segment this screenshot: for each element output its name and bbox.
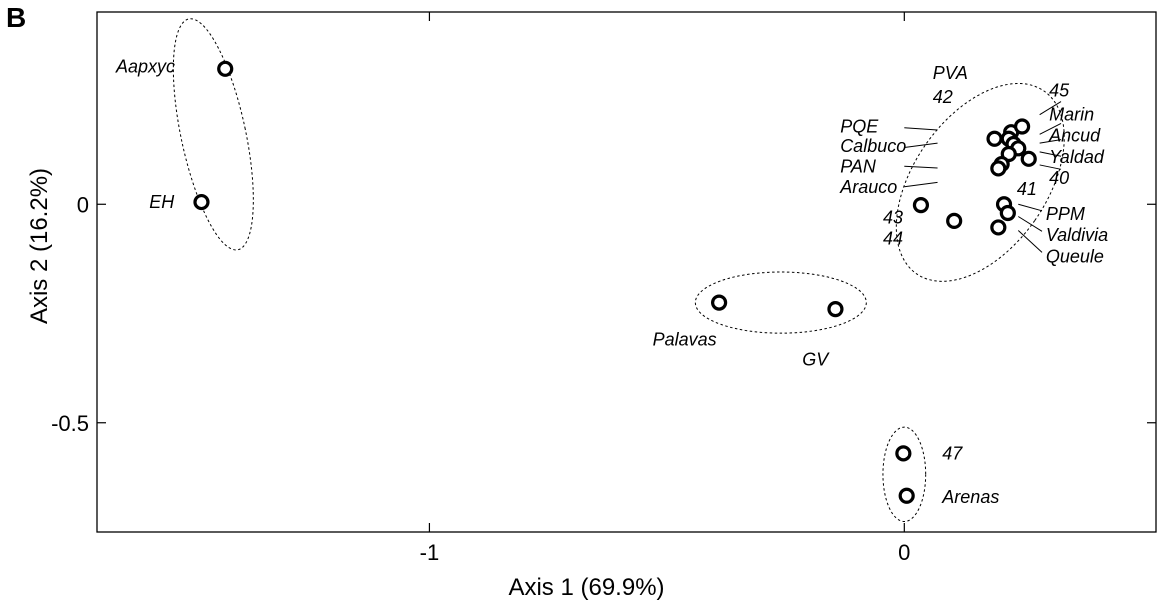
point-label: PAN <box>840 156 877 176</box>
leader-line <box>904 165 938 169</box>
data-point <box>1013 118 1031 135</box>
leader-line <box>1018 216 1043 232</box>
leader-line <box>1017 230 1043 253</box>
x-tick-label: 0 <box>898 540 910 565</box>
point-label: 42 <box>933 87 953 107</box>
point-label: 47 <box>942 443 963 463</box>
y-axis-label: Axis 2 (16.2%) <box>26 167 53 325</box>
data-point <box>990 219 1007 236</box>
point-label: Valdivia <box>1046 225 1108 245</box>
leader-line <box>904 127 938 131</box>
leader-line <box>1039 101 1062 116</box>
point-label: 41 <box>1017 179 1037 199</box>
leader-line <box>1039 122 1062 135</box>
point-label: EH <box>149 192 175 212</box>
point-label: PPM <box>1046 204 1085 224</box>
data-point <box>912 197 930 214</box>
point-label: PQE <box>840 116 879 136</box>
y-tick-label: 0 <box>77 192 89 217</box>
point-label: 44 <box>883 228 903 248</box>
data-point <box>1020 150 1037 167</box>
data-point <box>986 130 1003 147</box>
y-tick-label: -0.5 <box>51 411 89 436</box>
data-point <box>946 212 963 229</box>
point-label: Ancud <box>1048 126 1101 146</box>
leader-line <box>1039 164 1062 170</box>
panel-label: B <box>6 2 27 33</box>
point-label: Arauco <box>839 177 897 197</box>
leader-line <box>1039 139 1062 144</box>
group-ellipse <box>694 271 867 334</box>
data-point <box>217 60 234 77</box>
data-point <box>898 487 915 504</box>
leader-line <box>904 181 938 188</box>
point-label: 43 <box>883 207 903 227</box>
point-label: 45 <box>1049 81 1070 101</box>
point-label: Calbuco <box>840 136 906 156</box>
x-tick-label: -1 <box>420 540 440 565</box>
data-point <box>827 301 844 318</box>
point-label: Yaldad <box>1049 147 1105 167</box>
point-label: Arenas <box>941 487 999 507</box>
group-ellipse <box>895 82 1065 282</box>
data-point <box>193 193 210 211</box>
group-ellipse <box>882 426 927 523</box>
data-point <box>990 160 1007 177</box>
point-label: Marin <box>1049 105 1094 125</box>
data-point <box>711 294 728 311</box>
data-point <box>895 445 912 462</box>
data-point <box>999 204 1016 222</box>
leader-line <box>904 142 938 148</box>
leader-line <box>1039 151 1062 157</box>
point-label: 40 <box>1049 168 1069 188</box>
point-label: GV <box>802 349 830 369</box>
plot-frame <box>96 11 1157 533</box>
point-label: Aapxyc <box>115 57 175 77</box>
leader-line <box>1018 203 1043 212</box>
x-axis-label: Axis 1 (69.9%) <box>508 574 665 601</box>
point-label: Queule <box>1046 247 1104 267</box>
point-label: Palavas <box>653 330 717 350</box>
point-label: PVA <box>933 63 968 83</box>
group-ellipse <box>172 18 254 251</box>
